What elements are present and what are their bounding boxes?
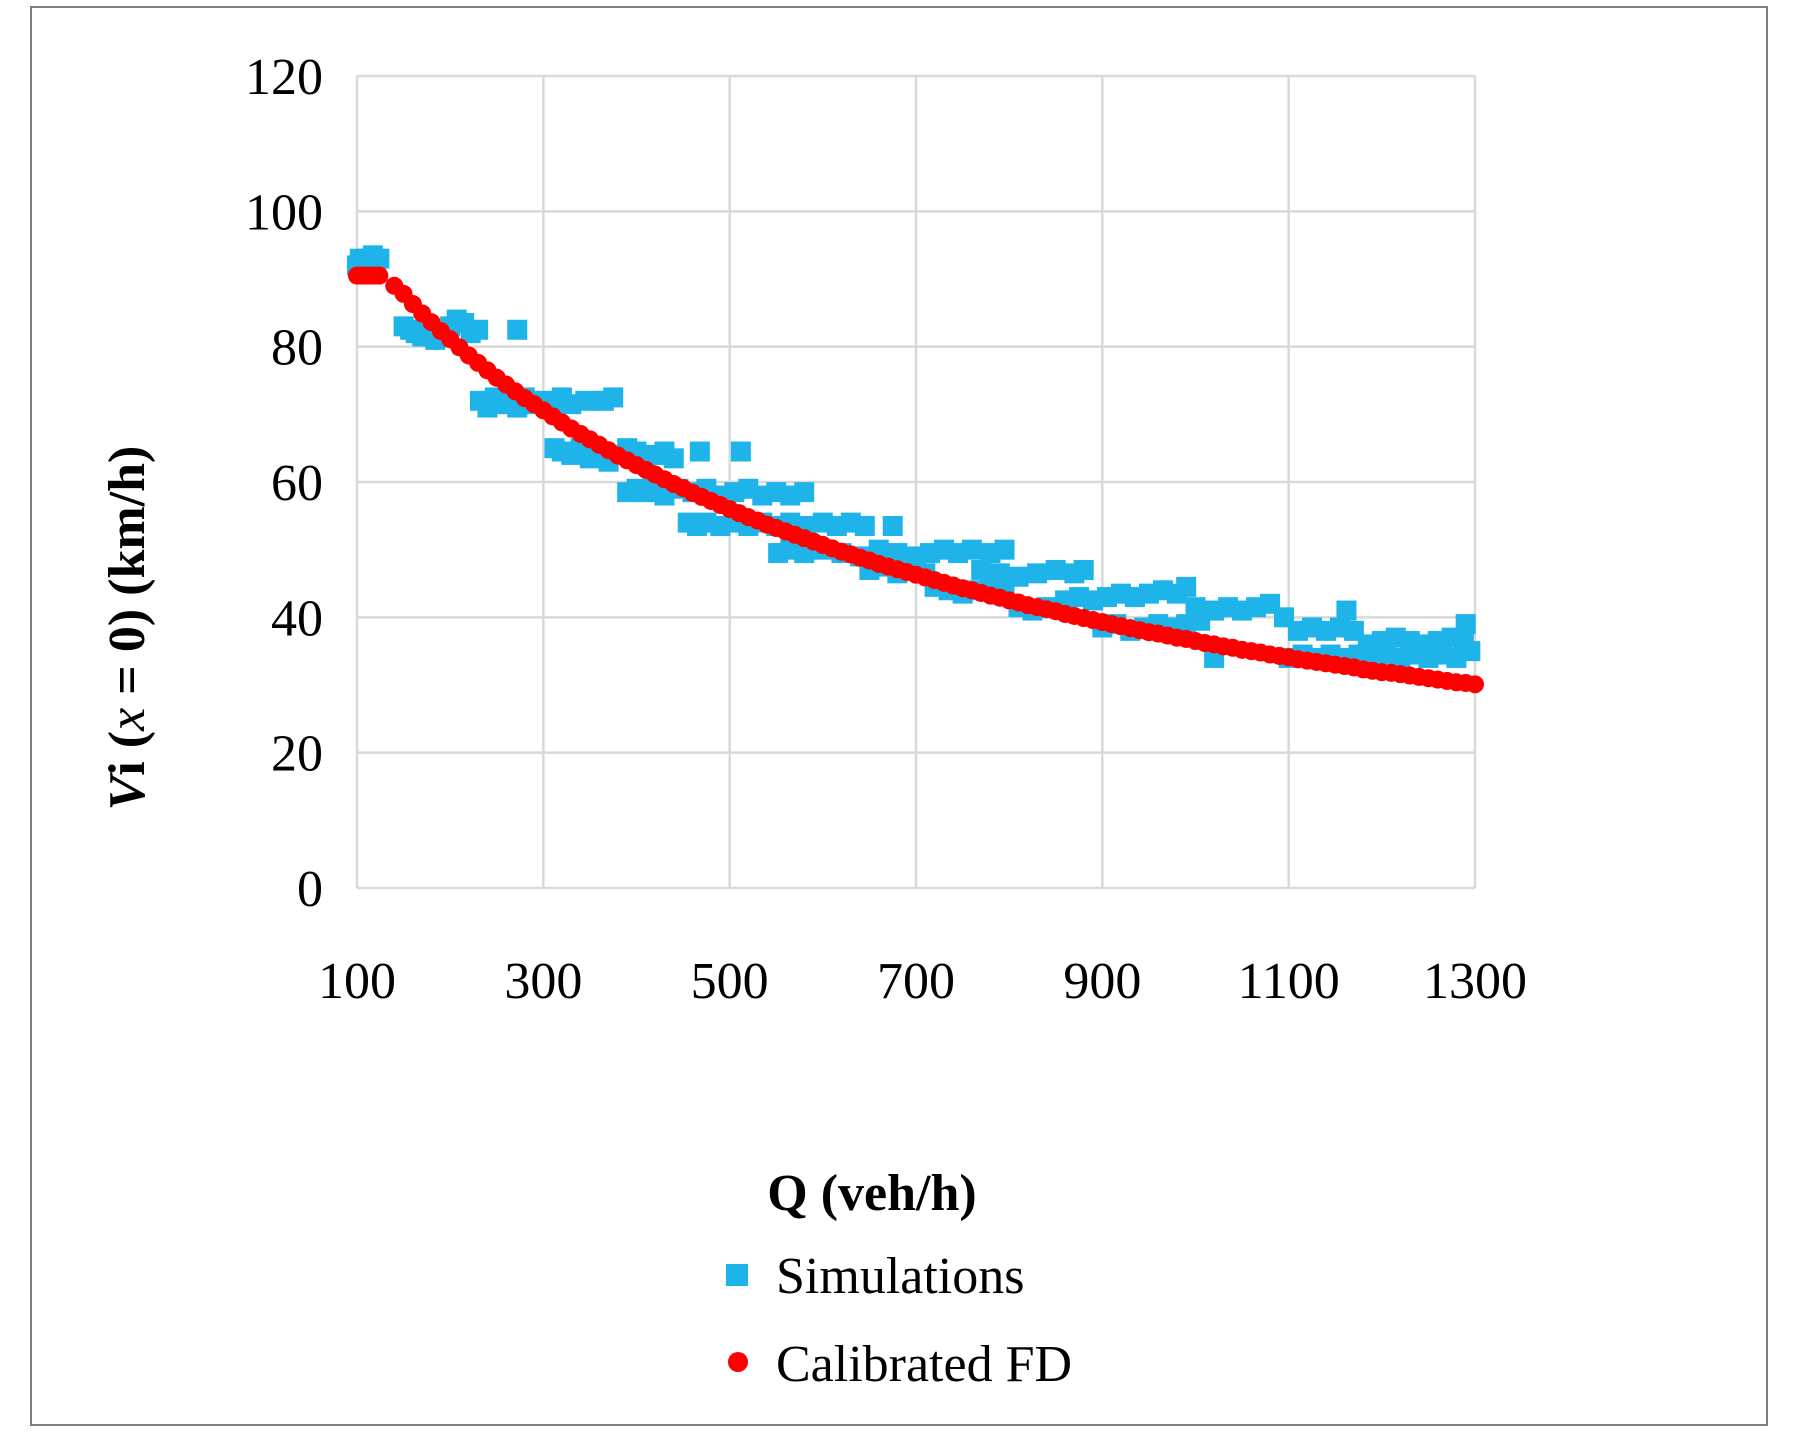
simulation-point (1045, 559, 1066, 580)
x-tick-labels: 100 300 500 700 900 1100 1300 (318, 953, 1527, 1010)
y-axis-title-v: V (99, 771, 156, 810)
simulation-point (1185, 597, 1206, 618)
simulation-point (689, 441, 710, 462)
simulation-point (663, 448, 684, 469)
y-axis-title-x: x (99, 708, 156, 732)
series-simulations (347, 245, 1481, 668)
simulation-point (971, 559, 992, 580)
simulation-point (1336, 600, 1357, 621)
x-tick-label: 300 (504, 953, 582, 1010)
legend-simulations-marker (726, 1264, 748, 1286)
x-tick-label: 1300 (1423, 953, 1527, 1010)
x-tick-label: 900 (1063, 953, 1141, 1010)
calibrated-fd-point (1466, 675, 1484, 694)
simulation-point (1453, 631, 1474, 652)
legend-calibrated-fd-label: Calibrated FD (776, 1336, 1072, 1393)
legend-calibrated-fd-marker (728, 1352, 748, 1372)
simulation-point (468, 319, 489, 340)
simulation-point (730, 441, 751, 462)
y-tick-label: 100 (245, 184, 323, 241)
grid (355, 74, 1477, 890)
simulation-point (989, 563, 1010, 584)
y-axis-title-i: i (99, 761, 156, 775)
calibrated-fd-point (370, 266, 389, 285)
plot-marks (347, 245, 1484, 694)
x-tick-label: 100 (318, 953, 396, 1010)
simulation-point (994, 539, 1015, 560)
y-tick-label: 0 (297, 861, 323, 918)
simulation-point (1176, 576, 1197, 597)
simulation-point (507, 319, 528, 340)
simulation-point (1073, 559, 1094, 580)
y-axis-title-paren: ( (99, 731, 156, 761)
chart-frame: 0 20 40 60 80 100 120 100 300 500 700 900 1100 1300 … (30, 6, 1768, 1426)
x-tick-label: 700 (877, 953, 955, 1010)
y-tick-labels: 0 20 40 60 80 100 120 (245, 49, 323, 918)
simulation-point (882, 515, 903, 536)
simulation-point (1455, 614, 1476, 635)
series-calibrated-fd (348, 266, 1484, 694)
simulation-point (1008, 566, 1029, 587)
simulation-point (603, 387, 624, 408)
x-tick-label: 1100 (1238, 953, 1340, 1010)
simulation-point (961, 539, 982, 560)
simulation-point (575, 390, 596, 411)
simulation-point (794, 482, 815, 503)
simulation-point (854, 515, 875, 536)
simulation-point (1027, 563, 1048, 584)
y-tick-label: 80 (271, 320, 323, 377)
simulation-point (369, 248, 390, 269)
y-tick-label: 120 (245, 49, 323, 106)
y-tick-label: 20 (271, 726, 323, 783)
y-axis-title: Vi (x = 0) (km/h) (99, 446, 156, 811)
y-tick-label: 40 (271, 590, 323, 647)
y-tick-label: 60 (271, 455, 323, 512)
y-axis-title-rest: = 0) (km/h) (99, 446, 156, 708)
legend: Simulations Calibrated FD (726, 1248, 1072, 1393)
x-tick-label: 500 (691, 953, 769, 1010)
x-axis-title: Q (veh/h) (767, 1165, 976, 1222)
legend-simulations-label: Simulations (776, 1248, 1024, 1305)
